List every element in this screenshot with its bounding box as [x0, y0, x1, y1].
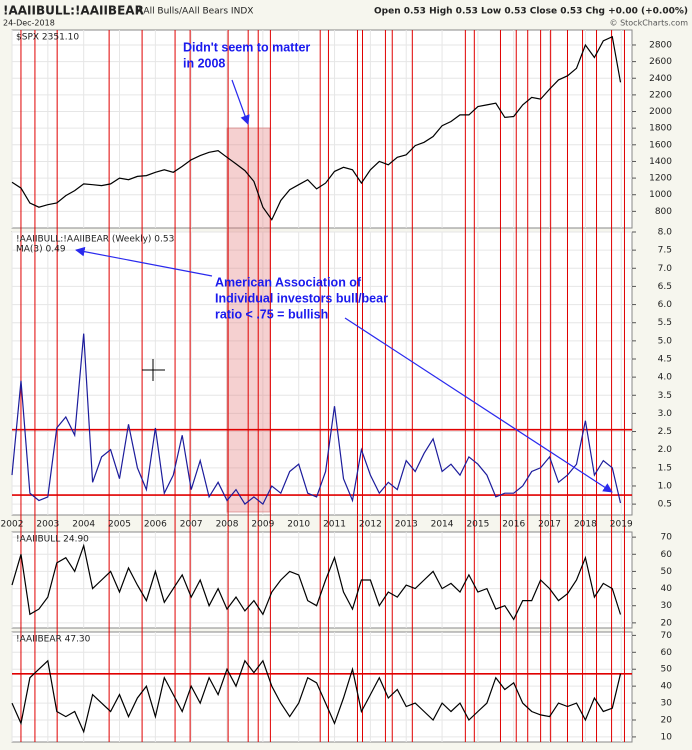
series-line: [11, 35, 622, 221]
y-tick-label: 30: [661, 699, 673, 709]
y-tick-label: 7.0: [658, 264, 673, 274]
y-tick-label: 5.0: [658, 336, 673, 346]
panel: [11, 531, 633, 629]
y-tick-label: 2600: [649, 57, 672, 67]
credit: © StockCharts.com: [610, 19, 689, 28]
y-tick-label: 1000: [649, 190, 672, 200]
y-tick-label: 70: [661, 533, 673, 543]
chart-title: !AAIIBULL:!AAIIBEAR: [3, 4, 144, 18]
panel: [11, 29, 633, 229]
y-tick-label: 6.5: [658, 282, 672, 292]
legend: MA(3) 0.49: [16, 245, 66, 255]
x-tick-label: 2015: [466, 520, 489, 530]
x-tick-label: 2017: [538, 520, 561, 530]
y-tick-label: 2.5: [658, 427, 672, 437]
y-tick-label: 1.0: [658, 481, 673, 491]
y-tick-label: 10: [661, 732, 673, 742]
x-tick-label: 2016: [502, 520, 525, 530]
y-tick-label: 50: [661, 567, 673, 577]
x-tick-label: 2005: [108, 520, 131, 530]
y-tick-label: 4.0: [658, 373, 673, 383]
annotation: American Association of: [215, 275, 362, 289]
y-tick-label: 40: [661, 682, 673, 692]
x-tick-label: 2019: [610, 520, 633, 530]
x-tick-label: 2006: [144, 520, 167, 530]
x-tick-label: 2009: [251, 520, 274, 530]
y-tick-label: 2400: [649, 74, 672, 84]
arrow: [75, 246, 213, 277]
y-tick-label: 30: [661, 601, 673, 611]
y-tick-label: 70: [661, 631, 673, 641]
x-tick-label: 2007: [180, 520, 203, 530]
series-line: [11, 659, 622, 734]
x-tick-label: 2012: [359, 520, 382, 530]
y-tick-label: 50: [661, 665, 673, 675]
y-tick-label: 5.5: [658, 318, 672, 328]
y-tick-label: 2200: [649, 90, 672, 100]
x-tick-label: 2014: [431, 520, 454, 530]
y-tick-label: 2000: [649, 107, 672, 117]
y-tick-label: 2.0: [658, 445, 673, 455]
panel: [11, 631, 633, 743]
x-tick-label: 2010: [287, 520, 310, 530]
x-tick-label: 2018: [574, 520, 597, 530]
x-tick-label: 2004: [72, 520, 95, 530]
y-tick-label: 60: [661, 648, 673, 658]
y-tick-label: 1600: [649, 140, 672, 150]
x-tick-label: 2013: [395, 520, 418, 530]
x-tick-label: 2011: [323, 520, 346, 530]
series-line: [11, 333, 622, 506]
arrow: [231, 79, 250, 125]
y-tick-label: 4.5: [658, 354, 672, 364]
series-line: [11, 543, 622, 621]
legend: !AAIIBEAR 47.30: [16, 635, 91, 645]
y-tick-label: 0.5: [658, 500, 672, 510]
annotation: ratio < .75 = bullish: [215, 307, 328, 321]
x-tick-label: 2003: [36, 520, 59, 530]
y-tick-label: 3.5: [658, 391, 672, 401]
x-tick-label: 2008: [216, 520, 239, 530]
quote: Open 0.53 High 0.53 Low 0.53 Close 0.53 …: [374, 7, 688, 17]
y-tick-label: 20: [661, 716, 673, 726]
annotation: Individual investors bull/bear: [215, 291, 388, 305]
x-tick-label: 2002: [1, 520, 24, 530]
annotation: Didn't seem to matter: [183, 40, 310, 54]
plot-area: 800 1000 1200 1400 1600 1800 2000 2200 2400 2600 2…: [1, 29, 673, 743]
y-tick-label: 40: [661, 584, 673, 594]
y-tick-label: 7.5: [658, 246, 672, 256]
arrow: [344, 317, 613, 493]
y-tick-label: 20: [661, 618, 673, 628]
y-tick-label: 1400: [649, 157, 672, 167]
legend: $SPX 2351.10: [16, 33, 79, 43]
legend: !AAIIBULL 24.90: [16, 535, 89, 545]
y-tick-label: 6.0: [658, 300, 673, 310]
chart-subtitle: AAll Bulls/AAll Bears INDX: [137, 7, 253, 17]
y-tick-label: 1.5: [658, 463, 672, 473]
y-tick-label: 3.0: [658, 409, 673, 419]
y-tick-label: 800: [655, 207, 672, 217]
y-tick-label: 1200: [649, 174, 672, 184]
annotation: in 2008: [183, 56, 225, 70]
y-tick-label: 60: [661, 550, 673, 560]
overlay: Didn't seem to matter in 2008 American Ass…: [75, 40, 613, 493]
y-tick-label: 8.0: [658, 228, 673, 238]
y-tick-label: 1800: [649, 124, 672, 134]
date: 24-Dec-2018: [3, 19, 55, 28]
legend: !AAIIBULL:!AAIIBEAR (Weekly) 0.53: [16, 235, 174, 245]
y-tick-label: 2800: [649, 40, 672, 50]
